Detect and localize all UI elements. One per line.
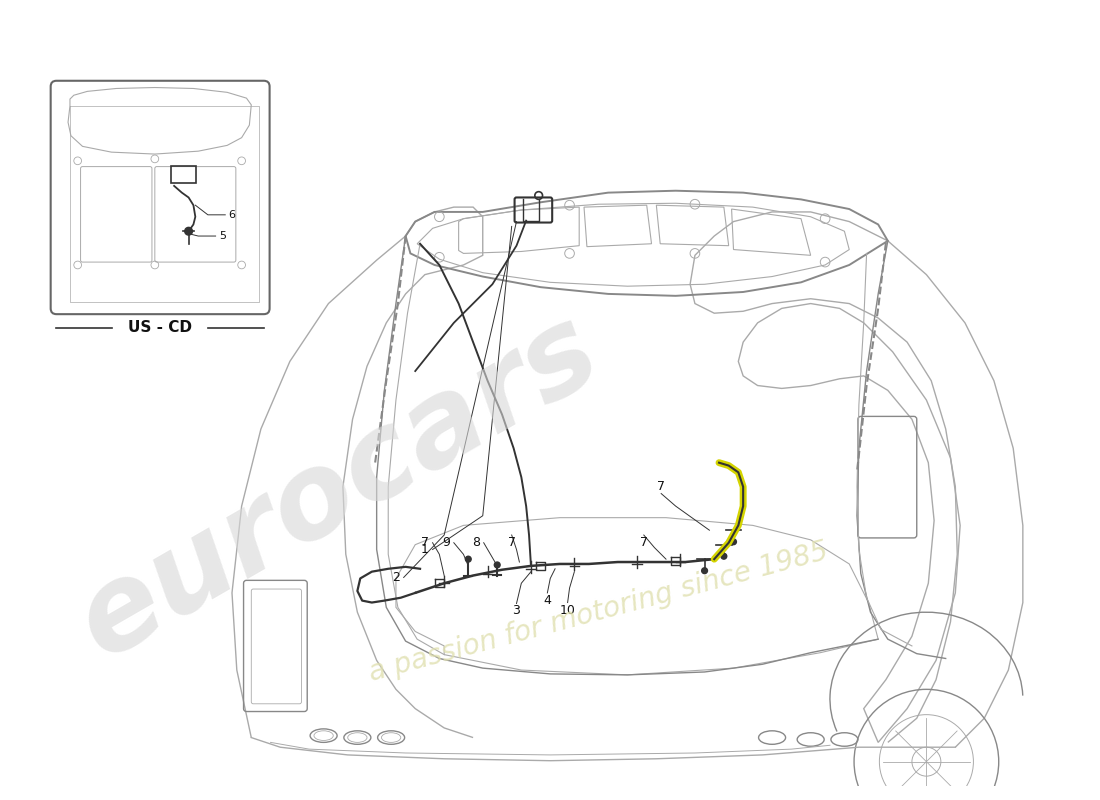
Text: 8: 8	[472, 536, 480, 550]
Text: 5: 5	[219, 231, 225, 241]
Text: 6: 6	[229, 210, 235, 220]
Circle shape	[494, 562, 501, 568]
Text: 7: 7	[657, 480, 665, 494]
Text: 1: 1	[421, 543, 429, 556]
Circle shape	[702, 568, 707, 574]
Circle shape	[720, 554, 727, 559]
Text: 4: 4	[543, 594, 551, 607]
Text: 7: 7	[508, 536, 516, 550]
Circle shape	[185, 227, 192, 235]
Text: 10: 10	[560, 604, 575, 617]
Text: 7: 7	[421, 536, 429, 550]
Text: 7: 7	[640, 536, 648, 550]
Circle shape	[465, 556, 471, 562]
Text: eurocars: eurocars	[57, 292, 618, 682]
Text: 3: 3	[513, 604, 520, 617]
Text: 9: 9	[442, 536, 450, 550]
Circle shape	[730, 539, 736, 545]
Text: a passion for motoring since 1985: a passion for motoring since 1985	[365, 538, 832, 687]
Text: 2: 2	[392, 571, 400, 584]
Text: US - CD: US - CD	[128, 320, 192, 335]
